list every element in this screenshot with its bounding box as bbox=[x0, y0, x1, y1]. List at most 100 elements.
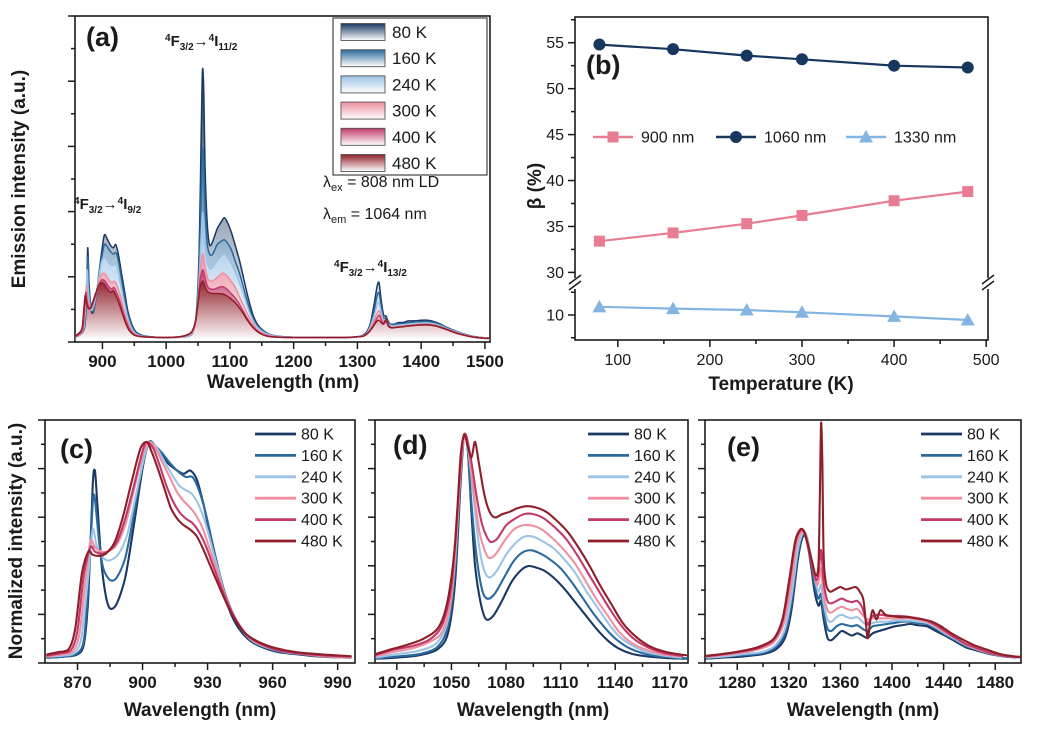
x-tick-label: 1360 bbox=[822, 673, 860, 692]
axis-break-gap bbox=[568, 278, 582, 289]
lambda-symbol: λ bbox=[323, 206, 331, 223]
panel-c-900nm-band: 870 900 930 960 990 80 K 160 K 240 K 300 K 400 K 4… bbox=[38, 419, 356, 692]
legend-label: 300 K bbox=[634, 491, 676, 508]
legend-label: 160 K bbox=[301, 448, 343, 465]
x-tick-label: 930 bbox=[193, 673, 221, 692]
legend-label: 80 K bbox=[392, 23, 428, 42]
b-marker-900 nm-240K bbox=[741, 218, 753, 230]
annotation-sup: 4 bbox=[117, 196, 124, 207]
transition-annotation-4F32-4I92: 4F3/2→4I9/2 bbox=[74, 196, 141, 216]
y-tick-label: 40 bbox=[546, 173, 564, 190]
x-tick-label: 1320 bbox=[770, 673, 808, 692]
x-tick-label: 1280 bbox=[718, 673, 756, 692]
annotation-term: I bbox=[123, 196, 128, 213]
x-tick-label: 1000 bbox=[147, 352, 185, 371]
panel-a-letter: (a) bbox=[86, 22, 119, 52]
panel-a-emission-spectra: 900 1000 1100 1200 1300 1400 1500 80 K 160 K 240 … bbox=[68, 15, 504, 371]
a-curve-160 K bbox=[75, 147, 490, 339]
annotation-term: F bbox=[170, 33, 180, 50]
x-tick-label: 900 bbox=[128, 673, 156, 692]
x-tick-label: 870 bbox=[63, 673, 91, 692]
legend-label: 80 K bbox=[634, 427, 667, 444]
lambda-value: = 1064 nm bbox=[346, 206, 427, 223]
lambda-sub: em bbox=[331, 214, 347, 226]
panel-b-y-axis-label: β (%) bbox=[525, 162, 546, 210]
x-tick-label: 500 bbox=[973, 352, 1000, 369]
panel-b-branching-ratio: 100 200 300 400 500 30 35 40 45 50 55 10 900 nm 1060 … bbox=[546, 16, 1000, 369]
panel-c-letter: (c) bbox=[60, 434, 93, 464]
b-marker-900 nm-480K bbox=[962, 186, 974, 198]
x-tick-label: 1170 bbox=[651, 673, 688, 692]
y-tick-label: 10 bbox=[546, 308, 564, 325]
annotation-term: F bbox=[79, 196, 89, 213]
axis-break-icon bbox=[568, 280, 582, 291]
axis-break-icon bbox=[981, 274, 995, 285]
d-curve-300 K bbox=[375, 433, 682, 658]
annotation-sup: 4 bbox=[377, 259, 384, 270]
x-tick-label: 300 bbox=[789, 352, 816, 369]
b-marker-1330 nm-400K bbox=[887, 309, 902, 322]
legend-label: 400 K bbox=[634, 512, 676, 529]
legend-label: 900 nm bbox=[641, 130, 694, 147]
legend-label: 300 K bbox=[967, 491, 1009, 508]
legend-gradient-swatch-400 K bbox=[340, 127, 386, 146]
b-marker-1330 nm-80K bbox=[592, 299, 607, 313]
legend-label: 400 K bbox=[392, 128, 437, 147]
y-tick-label: 50 bbox=[546, 81, 564, 98]
legend-label: 240 K bbox=[967, 469, 1009, 486]
annotation-sub: 13/2 bbox=[387, 268, 407, 279]
b-marker-1060 nm-400K bbox=[888, 59, 901, 72]
legend-label: 300 K bbox=[392, 102, 437, 121]
panel-b-letter: (b) bbox=[586, 50, 621, 80]
x-tick-label: 200 bbox=[697, 352, 724, 369]
annotation-sup: 4 bbox=[165, 33, 171, 44]
annotation-sub: 9/2 bbox=[127, 205, 142, 216]
legend-label: 160 K bbox=[967, 448, 1009, 465]
legend-label: 1060 nm bbox=[764, 130, 826, 147]
b-marker-1060 nm-80K bbox=[593, 38, 606, 51]
d-curve-480 K bbox=[375, 433, 688, 657]
annotation-sub: 3/2 bbox=[88, 205, 103, 216]
panel-e-x-axis-label: Wavelength (nm) bbox=[786, 700, 940, 721]
x-tick-label: 990 bbox=[323, 673, 351, 692]
y-tick-label: 55 bbox=[546, 35, 564, 52]
d-curve-400 K bbox=[375, 432, 684, 658]
legend-gradient-swatch-480 K bbox=[340, 154, 386, 172]
x-tick-label: 1200 bbox=[275, 352, 313, 371]
arrow-icon: → bbox=[193, 33, 209, 50]
annotation-sup: 4 bbox=[208, 33, 215, 44]
legend-label: 400 K bbox=[967, 512, 1009, 529]
legend-label: 240 K bbox=[392, 75, 437, 94]
x-tick-label: 1440 bbox=[925, 673, 963, 692]
x-tick-label: 1140 bbox=[597, 673, 634, 692]
legend-marker-circle bbox=[730, 131, 742, 143]
y-tick-label: 45 bbox=[546, 127, 564, 144]
legend-label: 400 K bbox=[301, 512, 343, 529]
a-curve-480 K bbox=[75, 280, 490, 340]
b-line-900 nm bbox=[599, 190, 968, 243]
annotation-sup: 4 bbox=[334, 259, 340, 270]
a-area-480 K bbox=[75, 281, 490, 340]
annotation-term: I bbox=[383, 259, 388, 276]
panel-c-x-axis-label: Wavelength (nm) bbox=[123, 700, 277, 721]
x-tick-label: 1050 bbox=[433, 673, 471, 692]
legend-gradient-swatch-300 K bbox=[340, 101, 386, 120]
panel-a-x-axis-label: Wavelength (nm) bbox=[206, 372, 360, 393]
panel-e-1330nm-band: 1280 1320 1360 1400 1440 1480 80 K 160 K 240 K 30… bbox=[698, 419, 1022, 692]
legend-box bbox=[332, 17, 488, 176]
x-tick-label: 1080 bbox=[487, 673, 525, 692]
b-marker-1060 nm-160K bbox=[667, 43, 680, 56]
x-tick-label: 400 bbox=[881, 352, 908, 369]
x-tick-label: 1480 bbox=[976, 673, 1014, 692]
panel-d-letter: (d) bbox=[393, 430, 428, 460]
b-marker-1060 nm-240K bbox=[740, 49, 753, 62]
emission-wavelength-note: λem = 1064 nm bbox=[323, 206, 427, 226]
panel-d-x-axis-label: Wavelength (nm) bbox=[456, 700, 610, 721]
legend-label: 160 K bbox=[392, 49, 437, 68]
a-curve-240 K bbox=[75, 211, 490, 339]
legend-marker-square bbox=[607, 131, 619, 143]
legend-label: 480 K bbox=[967, 534, 1009, 551]
legend-gradient-swatch-160 K bbox=[340, 49, 386, 68]
e-curve-480 K bbox=[705, 421, 1021, 658]
